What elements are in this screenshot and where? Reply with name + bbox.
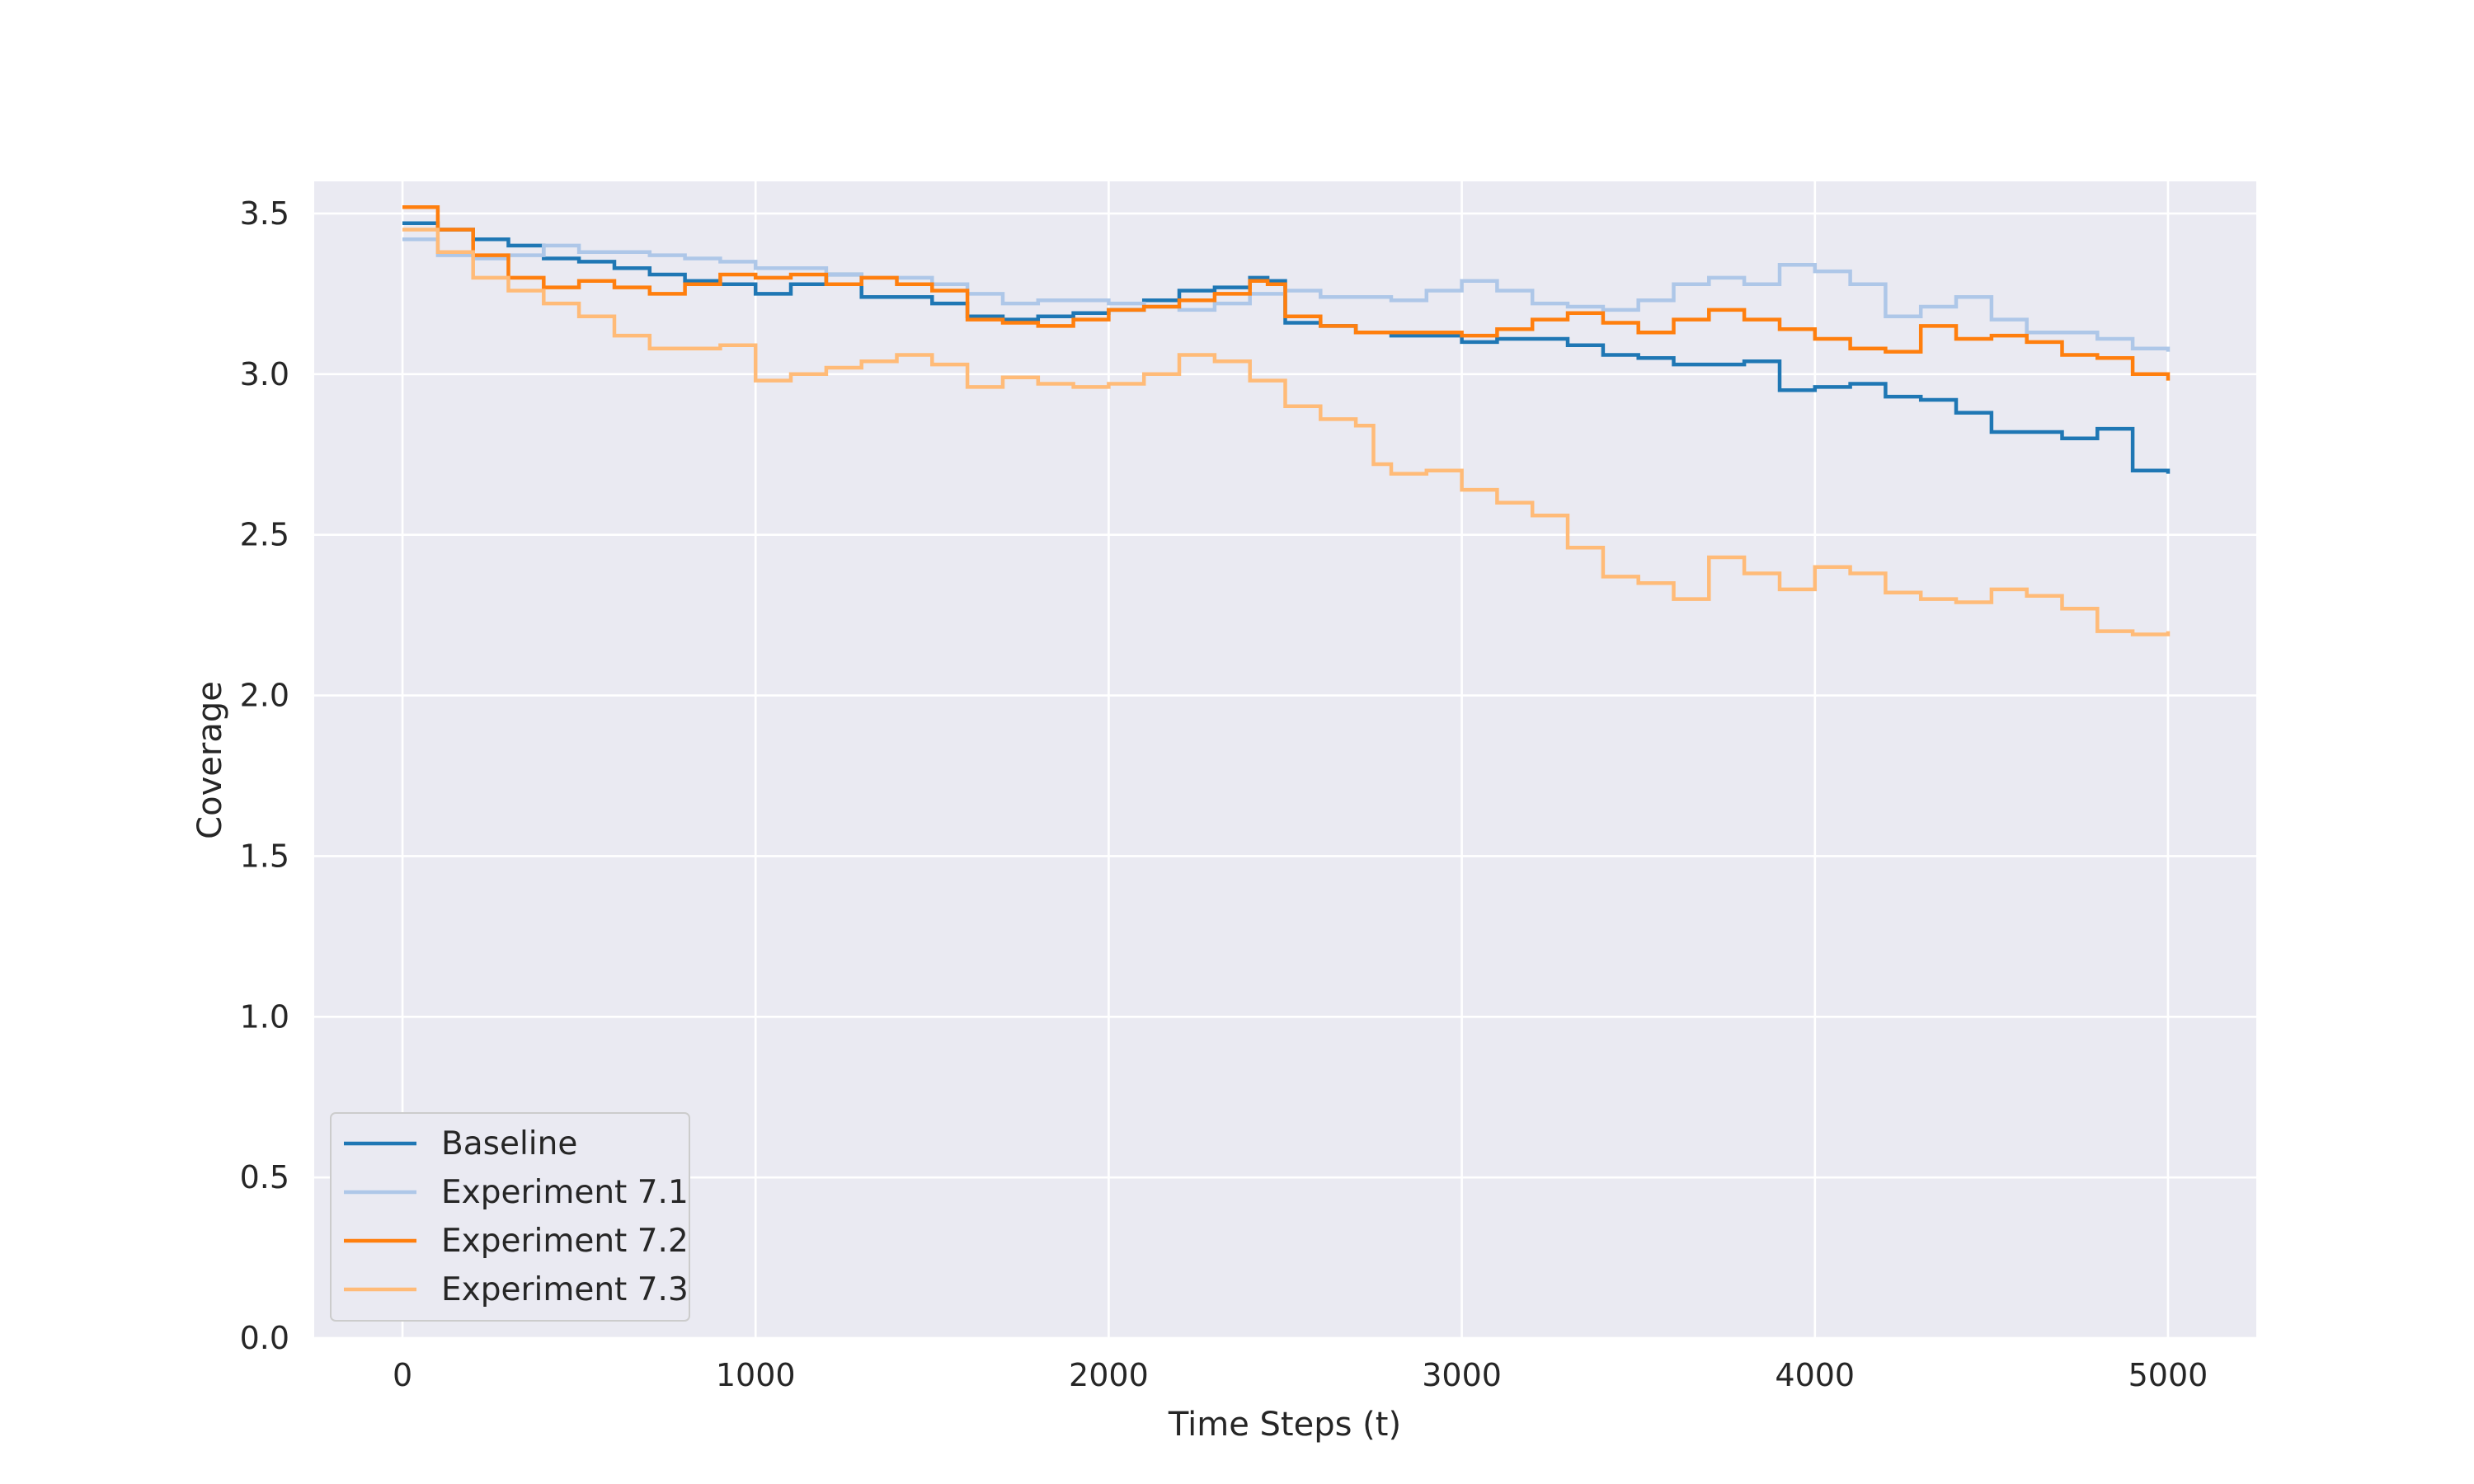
series-line [402,237,2171,352]
legend-entries: Baseline Experiment 7.1 Experiment 7.2 Expe… [344,1125,689,1308]
legend-label: Baseline [441,1125,577,1162]
series-layer [402,204,2171,636]
series-line [402,228,2171,636]
series-line [402,204,2171,381]
legend-label: Experiment 7.1 [441,1174,689,1211]
x-tick-label: 4000 [1775,1357,1855,1393]
legend-label: Experiment 7.3 [441,1271,689,1308]
y-axis-ticks: 0.0 0.5 1.0 1.5 2.0 2.5 3.0 3.5 [240,195,289,1356]
x-tick-label: 2000 [1069,1357,1149,1393]
legend-box [330,1112,690,1322]
y-tick-label: 3.5 [240,195,289,232]
x-axis-ticks: 0 1000 2000 3000 4000 5000 [393,1357,2208,1393]
y-tick-label: 2.5 [240,517,289,553]
y-tick-label: 1.5 [240,838,289,874]
y-tick-label: 0.5 [240,1159,289,1195]
x-axis-label: Time Steps (t) [1168,1406,1401,1444]
y-tick-label: 1.0 [240,998,289,1035]
x-tick-label: 5000 [2128,1357,2208,1393]
y-tick-label: 0.0 [240,1320,289,1356]
x-tick-label: 3000 [1422,1357,1502,1393]
x-tick-label: 0 [393,1357,412,1393]
x-tick-label: 1000 [716,1357,796,1393]
y-tick-label: 3.0 [240,356,289,392]
legend: Baseline Experiment 7.1 Experiment 7.2 Expe… [330,1112,690,1322]
y-tick-label: 2.0 [240,678,289,714]
legend-label: Experiment 7.2 [441,1223,689,1260]
y-axis-label: Coverage [191,681,229,839]
